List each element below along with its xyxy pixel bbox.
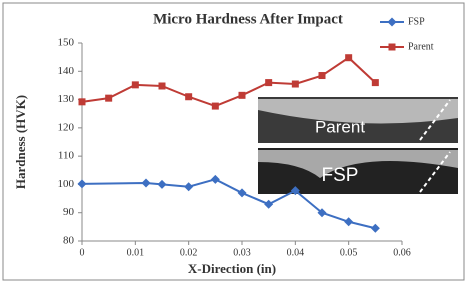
marker bbox=[105, 95, 112, 102]
marker bbox=[372, 79, 379, 86]
x-tick-label: 0.06 bbox=[393, 247, 411, 258]
x-tick-label: 0 bbox=[80, 247, 85, 258]
x-tick-label: 0.04 bbox=[287, 247, 305, 258]
inset-parent: Parent bbox=[258, 97, 458, 143]
x-tick-label: 0.05 bbox=[340, 247, 358, 258]
y-tick-label: 110 bbox=[58, 150, 75, 162]
y-tick-label: 80 bbox=[63, 235, 75, 247]
y-axis-title: Hardness (HVK) bbox=[13, 95, 28, 189]
inset-label: Parent bbox=[315, 117, 365, 136]
inset-fsp: FSP bbox=[258, 148, 458, 194]
marker bbox=[345, 54, 352, 61]
legend-marker bbox=[389, 44, 396, 51]
x-axis-title: X-Direction (in) bbox=[188, 261, 276, 276]
y-tick-label: 90 bbox=[63, 206, 75, 218]
y-tick-label: 130 bbox=[58, 93, 75, 105]
chart: Micro Hardness After Impact X-Direction … bbox=[0, 0, 468, 284]
legend-label: FSP bbox=[408, 16, 425, 27]
marker bbox=[212, 103, 219, 110]
y-tick-label: 140 bbox=[58, 65, 75, 77]
x-tick-label: 0.02 bbox=[180, 247, 198, 258]
marker bbox=[292, 81, 299, 88]
marker bbox=[319, 72, 326, 79]
y-tick-label: 120 bbox=[58, 121, 75, 133]
marker bbox=[132, 81, 139, 88]
inset-label: FSP bbox=[322, 165, 359, 186]
y-tick-label: 150 bbox=[58, 37, 75, 49]
marker bbox=[185, 93, 192, 100]
marker bbox=[159, 82, 166, 89]
marker bbox=[79, 98, 86, 105]
x-tick-label: 0.01 bbox=[127, 247, 145, 258]
chart-title: Micro Hardness After Impact bbox=[153, 11, 343, 27]
marker bbox=[239, 92, 246, 99]
y-tick-label: 100 bbox=[58, 178, 75, 190]
x-tick-label: 0.03 bbox=[233, 247, 251, 258]
legend-label: Parent bbox=[408, 41, 434, 52]
marker bbox=[265, 79, 272, 86]
